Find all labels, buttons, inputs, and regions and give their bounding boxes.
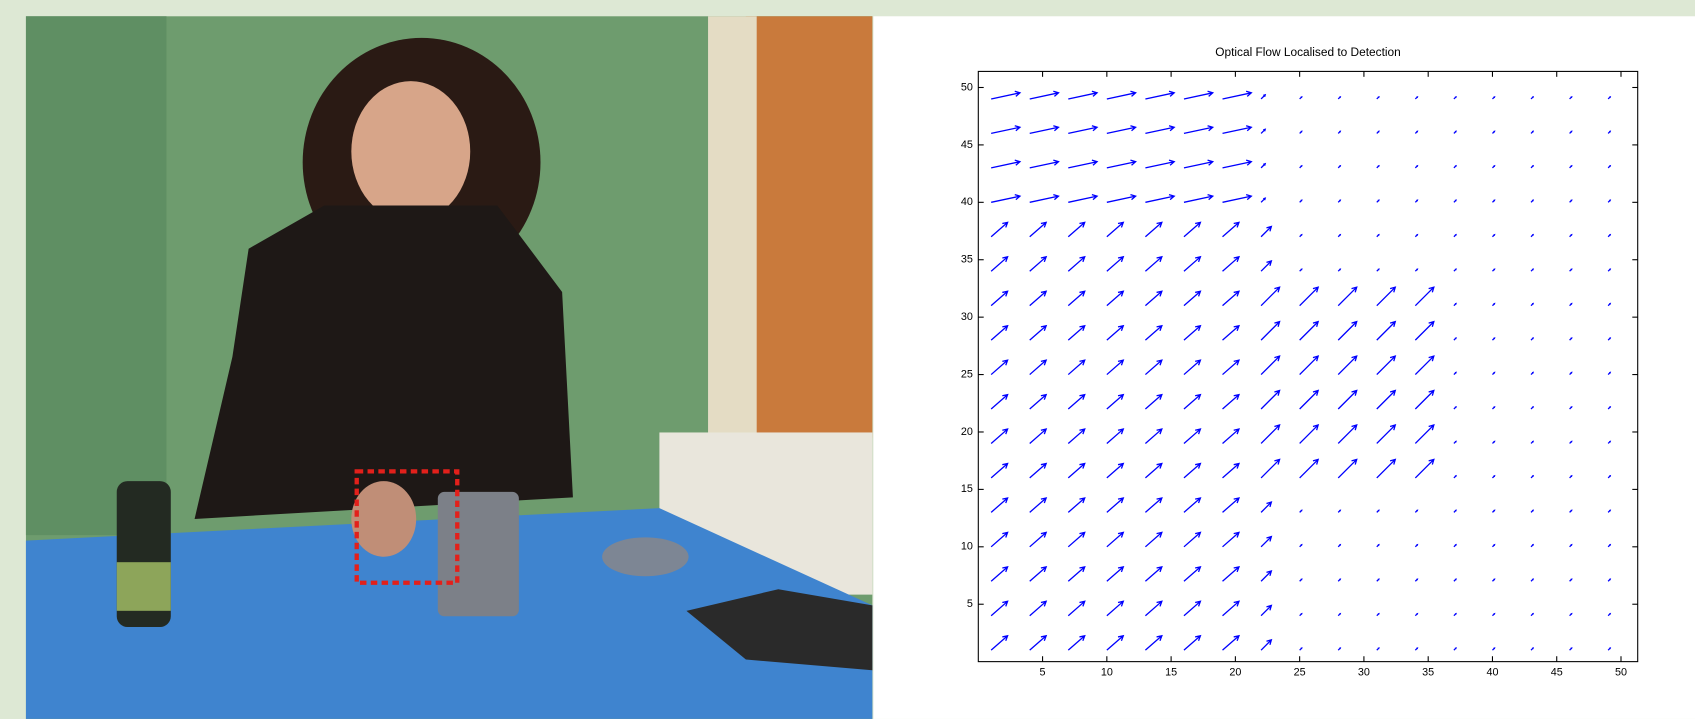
x-tick-label: 35 <box>1422 666 1434 678</box>
x-tick-label: 5 <box>1040 666 1046 678</box>
x-tick-label: 45 <box>1551 666 1563 678</box>
x-tick-label: 30 <box>1358 666 1370 678</box>
flask-band <box>117 562 171 611</box>
y-tick-label: 50 <box>961 81 973 93</box>
y-tick-label: 10 <box>961 541 973 553</box>
curtain-fold <box>26 16 167 535</box>
y-tick-label: 40 <box>961 196 973 208</box>
x-tick-label: 25 <box>1294 666 1306 678</box>
chart-title: Optical Flow Localised to Detection <box>1215 45 1400 59</box>
hand <box>351 481 416 557</box>
face <box>351 81 470 222</box>
x-tick-label: 50 <box>1615 666 1627 678</box>
x-tick-label: 40 <box>1486 666 1498 678</box>
mug <box>438 492 519 616</box>
figure: Optical Flow Localised to Detection 5 10 1… <box>0 0 1695 719</box>
door <box>746 16 872 438</box>
x-tick-label: 20 <box>1229 666 1241 678</box>
y-tick-label: 35 <box>961 254 973 266</box>
tape <box>602 537 688 576</box>
y-tick-label: 15 <box>961 483 973 495</box>
door-frame <box>708 16 757 438</box>
y-tick-label: 25 <box>961 368 973 380</box>
y-tick-label: 5 <box>967 598 973 610</box>
x-tick-label: 10 <box>1101 666 1113 678</box>
y-tick-label: 20 <box>961 426 973 438</box>
y-tick-label: 45 <box>961 139 973 151</box>
y-tick-label: 30 <box>961 311 973 323</box>
photo <box>26 16 872 719</box>
x-tick-label: 15 <box>1165 666 1177 678</box>
page: {"chart_data": { "type": "quiver", "titl… <box>0 0 1695 719</box>
